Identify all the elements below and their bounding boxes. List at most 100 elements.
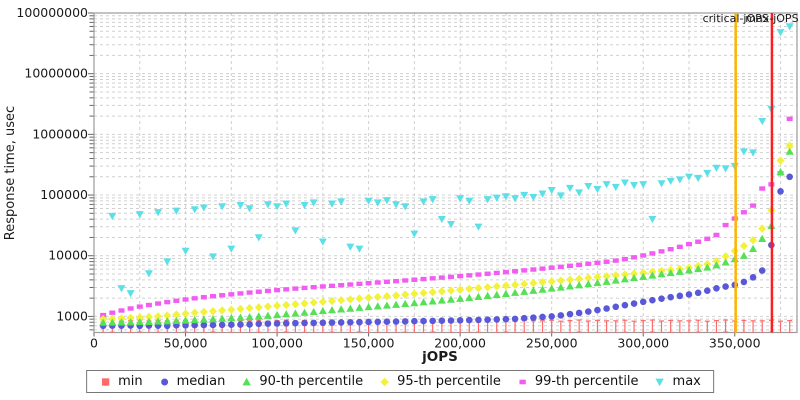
data-point <box>310 284 317 290</box>
data-point <box>538 278 547 287</box>
data-point <box>182 321 189 329</box>
data-point <box>648 271 657 279</box>
data-point <box>492 194 501 202</box>
data-point <box>785 141 794 150</box>
data-point <box>483 291 492 300</box>
data-point <box>208 253 217 261</box>
data-point <box>227 314 236 322</box>
legend-label-99th: 99-th percentile <box>534 374 639 389</box>
data-point <box>684 173 693 181</box>
data-point <box>327 200 336 208</box>
data-point <box>282 200 291 208</box>
annotation-label-max-jOPS: max-jOPS <box>745 12 798 25</box>
data-point <box>181 316 190 324</box>
data-point <box>190 206 199 214</box>
data-point <box>529 278 538 288</box>
data-point <box>236 304 245 314</box>
data-point <box>227 245 236 253</box>
data-point <box>355 303 364 311</box>
data-point <box>776 156 785 165</box>
data-point <box>309 307 318 316</box>
data-point <box>190 315 199 324</box>
data-point <box>712 164 721 172</box>
data-point <box>703 169 712 178</box>
data-point <box>704 236 711 242</box>
data-point <box>721 165 730 173</box>
data-point <box>739 148 748 156</box>
data-point <box>584 182 593 191</box>
data-point <box>447 274 454 280</box>
data-point <box>602 181 611 189</box>
data-point <box>530 267 537 272</box>
data-point <box>145 302 152 308</box>
median-marker-icon <box>160 378 168 385</box>
data-point <box>713 285 720 292</box>
chart-canvas: 1000 10000 100000 1000000 10000000 100000000 0… <box>3 5 799 365</box>
data-point <box>722 283 729 290</box>
y-tick-label: 10000 <box>48 248 88 263</box>
data-point <box>566 263 573 269</box>
data-point <box>620 179 629 187</box>
data-point <box>566 310 574 318</box>
data-point <box>465 316 473 324</box>
data-point <box>557 264 564 269</box>
data-point <box>749 149 758 157</box>
data-point <box>438 317 446 324</box>
data-point <box>493 270 500 276</box>
data-point <box>575 309 583 317</box>
data-point <box>346 243 355 251</box>
data-point <box>382 301 391 309</box>
data-point <box>676 244 683 250</box>
data-point <box>594 260 601 265</box>
data-point <box>739 251 748 259</box>
data-point <box>228 321 235 328</box>
data-point <box>667 293 674 301</box>
data-point <box>475 272 482 277</box>
data-point <box>456 195 465 203</box>
data-point <box>347 318 354 326</box>
data-point <box>484 271 491 276</box>
data-point <box>511 195 520 203</box>
data-point <box>631 255 638 260</box>
data-point <box>640 253 647 258</box>
data-point <box>501 281 510 290</box>
data-point <box>703 287 711 295</box>
data-point <box>602 277 611 285</box>
data-point <box>593 272 602 282</box>
min-legend-glyph <box>101 377 110 386</box>
data-point <box>246 321 253 328</box>
data-point <box>382 292 391 301</box>
data-point <box>337 198 346 206</box>
data-point <box>401 318 409 325</box>
data-point <box>108 318 117 326</box>
data-point <box>694 264 703 273</box>
data-point <box>273 301 282 310</box>
data-point <box>776 29 785 37</box>
data-point <box>164 299 171 305</box>
legend-label-90th: 90-th percentile <box>259 374 364 389</box>
data-point <box>273 203 282 211</box>
data-point <box>327 306 336 314</box>
data-point <box>474 292 483 300</box>
data-point <box>144 317 153 325</box>
data-point <box>393 278 400 284</box>
data-point <box>438 275 445 280</box>
series-median <box>99 173 793 330</box>
data-point <box>301 319 308 327</box>
data-point <box>565 184 574 193</box>
data-point <box>190 308 199 317</box>
data-point <box>621 301 629 309</box>
data-point <box>520 279 529 289</box>
data-point <box>117 285 126 293</box>
series-95-th-percentile <box>99 141 794 324</box>
data-point <box>749 244 758 253</box>
data-point <box>172 310 181 319</box>
data-point <box>392 318 400 325</box>
data-point <box>218 314 227 322</box>
data-point <box>657 270 666 278</box>
data-point <box>108 212 117 221</box>
data-point <box>639 181 648 189</box>
data-point <box>411 277 418 282</box>
data-point <box>621 256 628 262</box>
data-point <box>685 291 693 298</box>
